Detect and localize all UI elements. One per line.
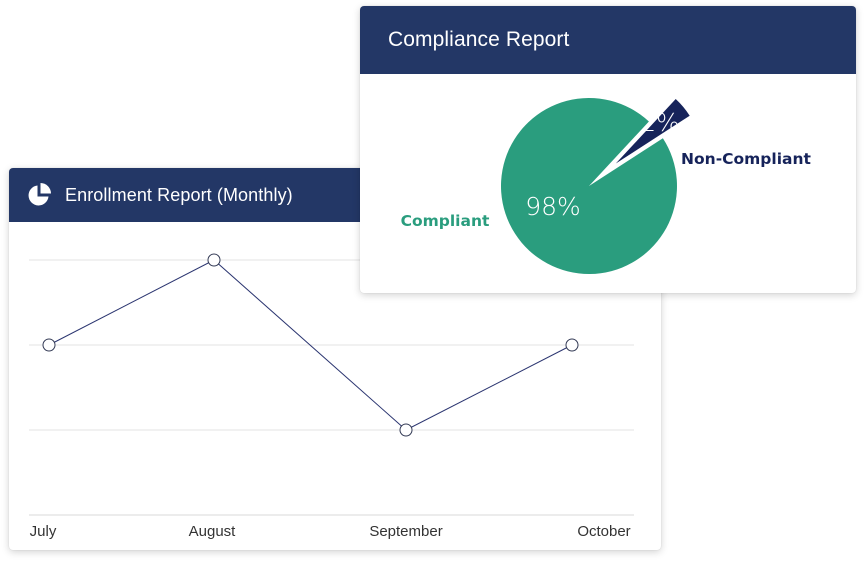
slice-label-non-compliant: Non-Compliant <box>681 150 811 168</box>
data-point-august <box>207 253 221 267</box>
slice-value-compliant: 98% <box>525 192 581 221</box>
compliance-pie-chart: 98% 2% Compliant Non-Compliant <box>401 97 812 274</box>
data-point-september <box>399 423 413 437</box>
pie-slice-compliant <box>501 97 677 274</box>
data-point-october <box>565 338 579 352</box>
data-point-july <box>42 338 56 352</box>
compliance-card-title: Compliance Report <box>388 28 570 51</box>
series-points <box>42 253 579 437</box>
x-tick-label: September <box>369 523 442 540</box>
x-tick-label: August <box>189 523 237 540</box>
compliance-report-card: Compliance Report 98% 2% Compliant Non-C… <box>360 6 856 293</box>
series-line <box>48 259 573 431</box>
x-tick-label: July <box>30 523 57 540</box>
chart-gridlines <box>29 259 634 516</box>
x-axis-tick-labels: July August September October <box>30 523 631 540</box>
x-tick-label: October <box>577 523 630 540</box>
compliance-card-header: Compliance Report <box>360 6 856 74</box>
slice-label-compliant: Compliant <box>401 212 490 230</box>
pie-chart-icon <box>28 183 51 206</box>
slice-value-non-compliant: 2% <box>640 108 680 137</box>
enrollment-card-title: Enrollment Report (Monthly) <box>65 184 293 205</box>
pie-slice-non-compliant <box>615 99 690 164</box>
